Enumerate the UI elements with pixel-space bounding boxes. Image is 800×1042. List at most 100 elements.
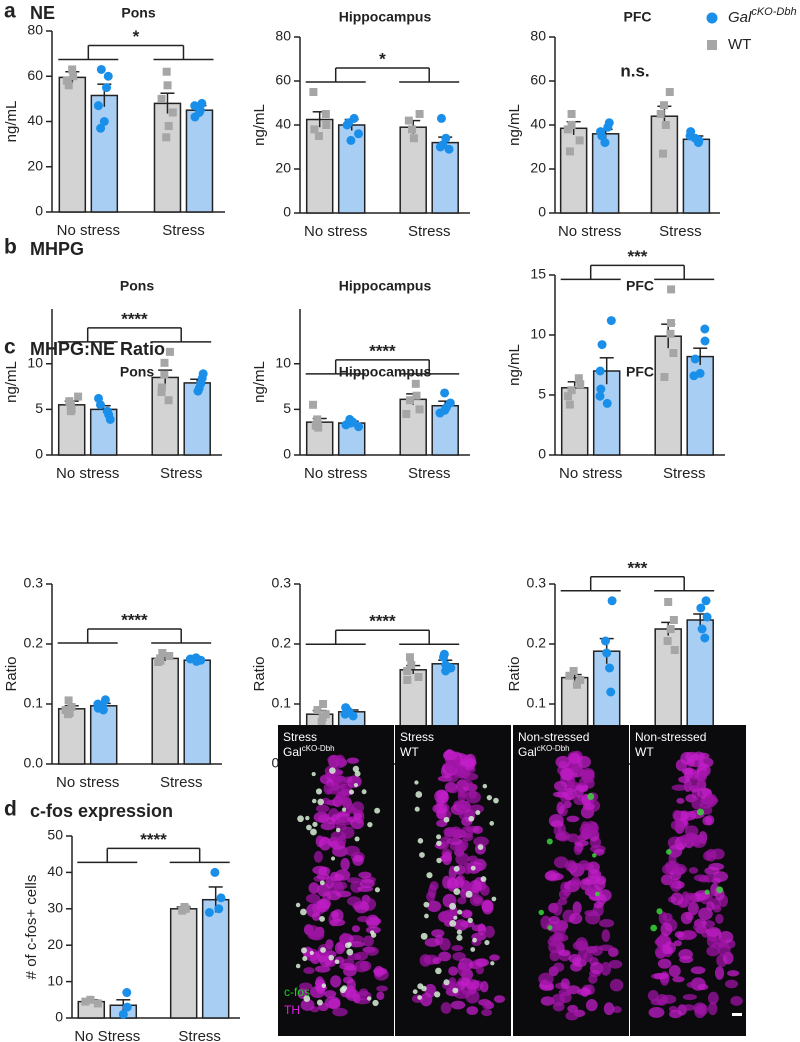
data-point xyxy=(659,149,668,158)
cell xyxy=(574,784,584,799)
data-point xyxy=(340,709,350,719)
cell xyxy=(690,777,700,790)
cell xyxy=(456,802,469,812)
scale-bar xyxy=(732,1013,742,1016)
data-point xyxy=(63,710,72,719)
cell xyxy=(668,965,681,978)
cfos-cell xyxy=(354,770,361,777)
cell xyxy=(472,825,483,835)
data-point xyxy=(444,144,454,154)
cfos-cell xyxy=(457,909,463,915)
cell xyxy=(578,860,591,871)
data-point xyxy=(572,680,581,689)
cell xyxy=(657,958,672,969)
significance: *** xyxy=(628,247,648,266)
cell xyxy=(566,815,580,823)
cell xyxy=(340,826,355,839)
data-point xyxy=(81,997,90,1006)
data-point xyxy=(402,409,411,418)
y-tick-label: 60 xyxy=(275,72,291,88)
cell xyxy=(439,938,451,951)
cell xyxy=(555,755,571,768)
y-tick-label: 0 xyxy=(35,446,43,462)
data-point xyxy=(603,122,613,132)
data-point xyxy=(164,122,173,131)
data-point xyxy=(162,67,171,76)
cell xyxy=(579,878,591,891)
image-label: GalcKO-Dbh xyxy=(283,744,335,759)
y-axis-label: Ratio xyxy=(506,656,523,691)
cell xyxy=(338,881,348,890)
cell xyxy=(373,965,384,978)
cell xyxy=(672,976,685,983)
chart-title: Hippocampus xyxy=(339,9,432,25)
cell xyxy=(612,1006,622,1014)
cell xyxy=(340,857,350,871)
cell xyxy=(679,810,690,821)
cell xyxy=(316,898,330,913)
bracket-arm xyxy=(305,68,366,83)
cell xyxy=(314,965,331,973)
bracket-arm xyxy=(305,359,366,375)
y-tick-label: 40 xyxy=(530,116,546,132)
cfos-cell xyxy=(346,948,354,956)
data-point xyxy=(96,123,106,133)
cfos-cell xyxy=(321,983,327,989)
cell xyxy=(347,896,362,907)
cell xyxy=(704,866,720,875)
data-point xyxy=(62,76,71,85)
cell xyxy=(451,945,464,952)
data-point xyxy=(317,718,326,726)
panel-letter: a xyxy=(4,0,16,23)
cfos-cell xyxy=(344,942,351,949)
micrograph xyxy=(278,725,394,1036)
cell xyxy=(328,998,341,1010)
cell xyxy=(432,803,448,814)
data-point xyxy=(607,596,617,606)
data-point xyxy=(409,134,418,143)
cell xyxy=(299,982,313,991)
y-tick-label: 0.2 xyxy=(24,635,44,651)
data-point xyxy=(606,316,616,326)
data-point xyxy=(160,358,169,367)
cell xyxy=(466,1006,479,1016)
cell xyxy=(456,765,467,779)
cfos-cell xyxy=(491,896,497,902)
cell xyxy=(323,782,334,795)
cfos-cell xyxy=(436,834,442,840)
y-tick-label: 15 xyxy=(530,266,546,282)
cell xyxy=(698,769,708,782)
data-point xyxy=(700,336,710,346)
y-tick-label: 80 xyxy=(275,28,291,44)
cell xyxy=(316,873,330,880)
cfos-cell xyxy=(470,865,476,871)
y-axis-label: ng/mL xyxy=(251,104,268,146)
legend-label: WT xyxy=(728,36,751,53)
cfos-cell xyxy=(316,999,323,1006)
data-point xyxy=(192,656,202,666)
data-point xyxy=(346,135,356,145)
cell xyxy=(707,991,719,1005)
data-point xyxy=(319,700,328,708)
stain-label: c-fos xyxy=(284,985,310,999)
image-label-text: Stress xyxy=(283,730,317,744)
stain-label: TH xyxy=(284,1003,300,1017)
bracket-arm xyxy=(58,45,119,61)
y-tick-label: 0 xyxy=(283,204,291,220)
cell xyxy=(460,920,475,928)
data-point xyxy=(659,101,668,110)
cell xyxy=(330,975,342,988)
cell xyxy=(661,994,677,1004)
cell xyxy=(671,863,687,875)
cell xyxy=(458,779,473,788)
cfos-cell xyxy=(456,929,462,935)
cfos-cell xyxy=(328,954,335,961)
cell xyxy=(725,979,739,989)
bracket-arm xyxy=(654,265,715,281)
cell xyxy=(710,883,720,897)
cell xyxy=(455,852,470,866)
y-tick-label: 0 xyxy=(35,203,43,219)
x-tick-label: Stress xyxy=(178,1028,221,1042)
y-tick-label: 60 xyxy=(27,67,43,83)
image-label: Stress xyxy=(283,730,317,744)
